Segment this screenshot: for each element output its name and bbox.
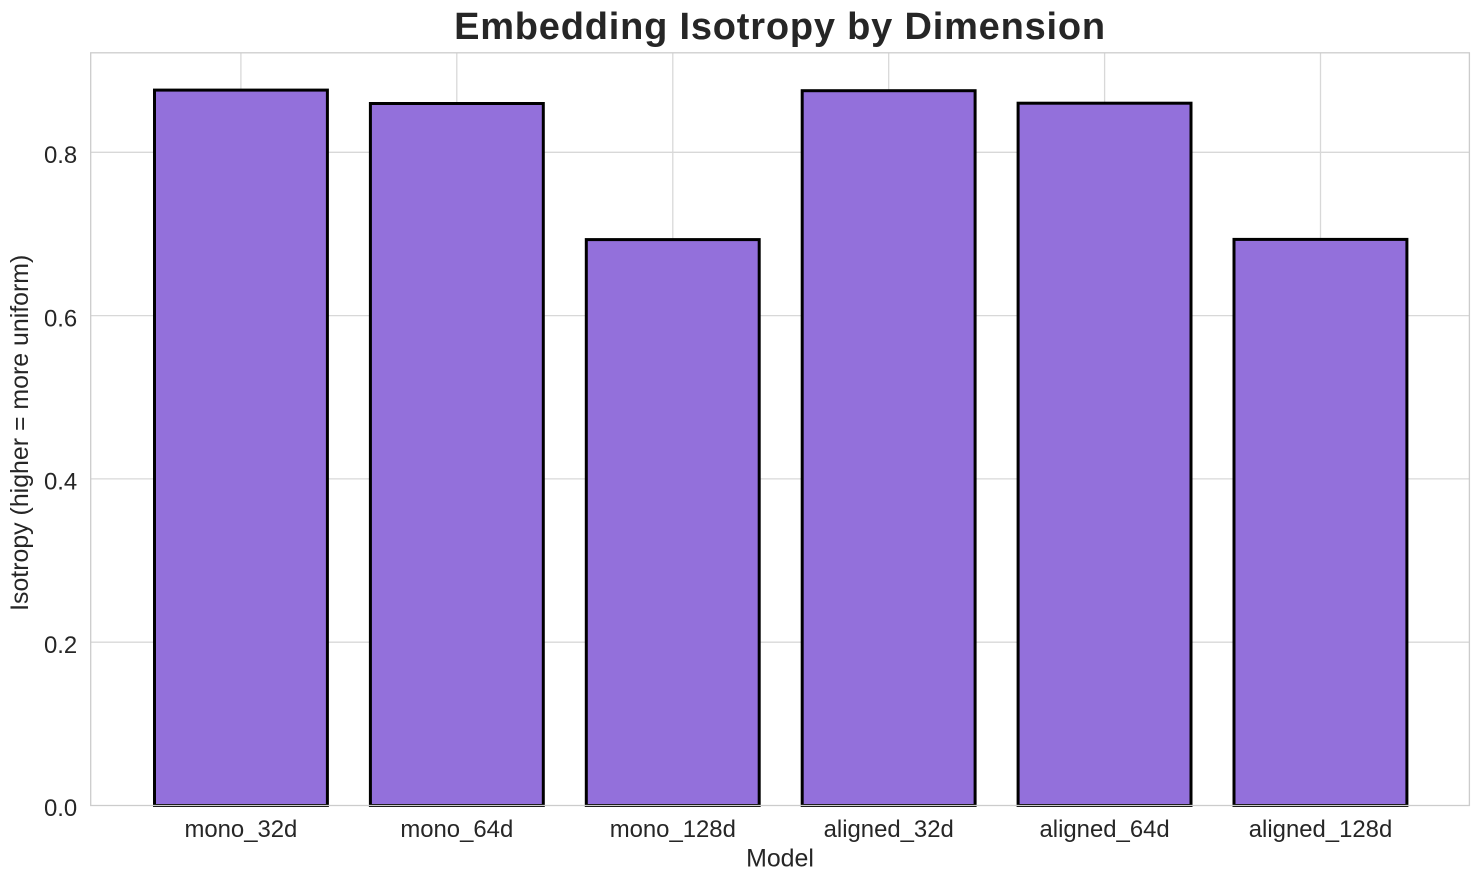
svg-text:mono_128d: mono_128d: [610, 816, 736, 843]
svg-text:0.2: 0.2: [44, 632, 77, 659]
svg-text:0.8: 0.8: [44, 142, 77, 169]
svg-text:Isotropy (higher = more unifor: Isotropy (higher = more uniform): [6, 255, 34, 611]
svg-text:aligned_64d: aligned_64d: [1039, 816, 1169, 843]
svg-text:mono_64d: mono_64d: [400, 816, 513, 843]
svg-text:aligned_32d: aligned_32d: [824, 816, 954, 843]
svg-text:Embedding Isotropy by Dimensio: Embedding Isotropy by Dimension: [454, 6, 1106, 48]
svg-text:Model: Model: [746, 845, 814, 873]
svg-text:0.6: 0.6: [44, 305, 77, 332]
svg-text:mono_32d: mono_32d: [184, 816, 297, 843]
svg-text:0.0: 0.0: [44, 795, 77, 822]
svg-text:aligned_128d: aligned_128d: [1249, 816, 1392, 843]
svg-text:0.4: 0.4: [44, 469, 77, 496]
